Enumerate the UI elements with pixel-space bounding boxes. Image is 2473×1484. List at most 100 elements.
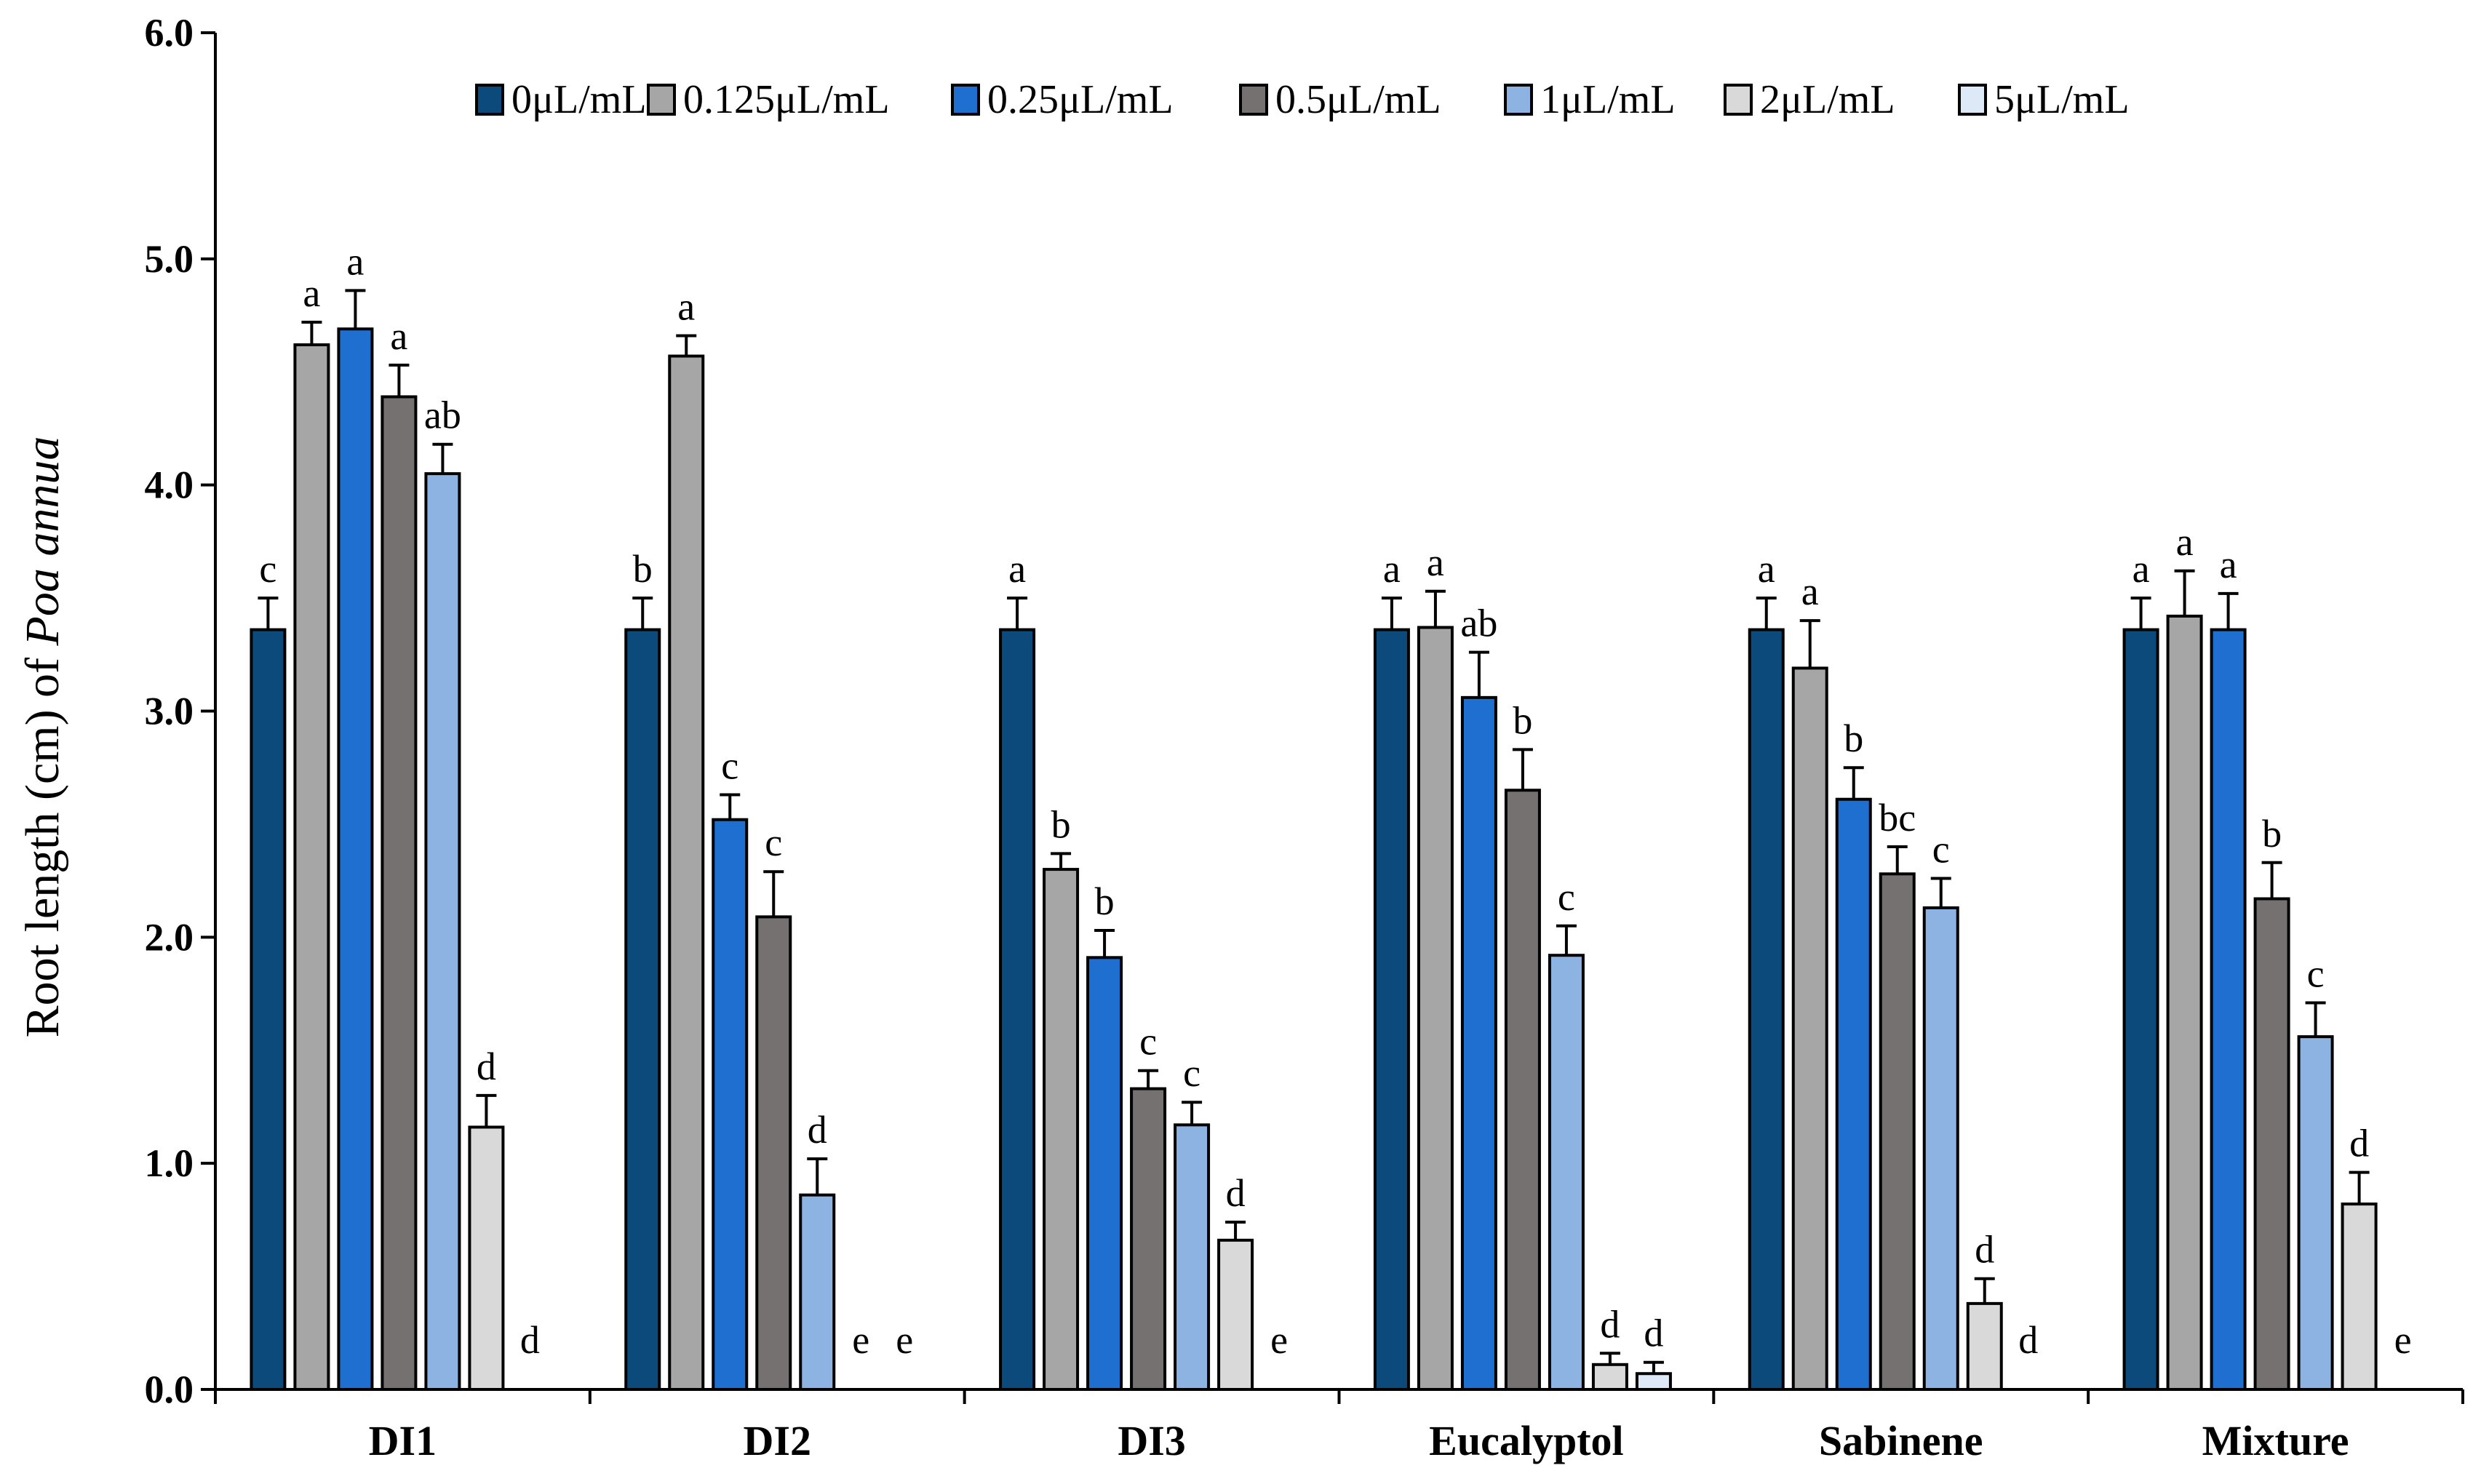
bar — [668, 354, 705, 1391]
legend-swatch — [1724, 84, 1753, 116]
x-category-label: DI2 — [744, 1417, 811, 1464]
legend-label: 5μL/mL — [1994, 77, 2130, 122]
significance-letter: c — [259, 547, 276, 591]
y-tick-label: 5.0 — [145, 237, 194, 281]
bar — [1922, 906, 1959, 1392]
significance-letter: d — [1975, 1228, 1994, 1272]
legend-swatch — [1504, 84, 1533, 116]
significance-letter: b — [1844, 717, 1863, 760]
bar — [250, 628, 287, 1391]
legend-label: 1μL/mL — [1540, 77, 1676, 122]
significance-letter: c — [2307, 952, 2325, 995]
legend-swatch — [647, 84, 676, 116]
significance-letter: a — [1758, 547, 1775, 591]
legend-label: 0.5μL/mL — [1275, 77, 1441, 122]
significance-letter: c — [1183, 1051, 1200, 1095]
significance-letter: d — [808, 1108, 827, 1152]
significance-letter: d — [2018, 1318, 2038, 1362]
significance-letter: e — [852, 1318, 869, 1362]
bar — [1460, 695, 1497, 1391]
bar — [1174, 1123, 1211, 1391]
significance-letter: a — [1383, 547, 1401, 591]
significance-letter: e — [2394, 1318, 2412, 1362]
bar — [2122, 628, 2159, 1391]
significance-letter: b — [1513, 698, 1532, 742]
bar — [1217, 1238, 1254, 1391]
significance-letter: bc — [1879, 796, 1916, 839]
legend-swatch — [951, 84, 980, 116]
significance-letter: d — [1226, 1171, 1246, 1215]
legend: 0μL/mL 0.125μL/mL 0.25μL/mL 0.5μL/mL 1μL/mL 2… — [475, 77, 2130, 122]
significance-letter: a — [677, 285, 695, 329]
bar — [1043, 868, 1080, 1392]
significance-letter: a — [303, 271, 320, 315]
legend-swatch — [1239, 84, 1268, 116]
y-axis-title-prefix: Root length (cm) of — [16, 645, 69, 1037]
bar — [1130, 1087, 1167, 1391]
bar — [755, 915, 792, 1391]
significance-letter: d — [477, 1045, 496, 1088]
y-axis-title-species: Poa annua — [16, 436, 69, 647]
bar — [1373, 628, 1410, 1391]
significance-letter: d — [1644, 1312, 1663, 1355]
bar — [1791, 666, 1828, 1391]
bar — [337, 327, 374, 1392]
significance-letter: ab — [1460, 602, 1497, 645]
legend-label: 0.125μL/mL — [683, 77, 890, 122]
bar — [2210, 628, 2247, 1391]
bar — [2341, 1202, 2378, 1392]
significance-letter: e — [896, 1318, 913, 1362]
y-tick-label: 1.0 — [145, 1141, 194, 1185]
legend-swatch — [1958, 84, 1987, 116]
legend-swatch — [475, 84, 504, 116]
significance-letter: c — [721, 744, 738, 788]
significance-letter: c — [1932, 828, 1950, 871]
significance-letter: d — [2349, 1122, 2369, 1165]
bar — [2253, 897, 2290, 1392]
significance-letter: a — [2132, 547, 2150, 591]
x-category-label: DI1 — [369, 1417, 437, 1464]
bar — [1548, 954, 1585, 1391]
bar — [1635, 1372, 1672, 1392]
significance-letter: e — [1270, 1318, 1288, 1362]
bar — [424, 472, 461, 1391]
bar — [293, 343, 330, 1392]
significance-letter: b — [2262, 812, 2282, 855]
legend-label: 0μL/mL — [511, 77, 647, 122]
bar — [799, 1193, 836, 1392]
bar — [1504, 789, 1541, 1391]
x-category-label: Mixture — [2202, 1417, 2349, 1464]
significance-letter: d — [1600, 1302, 1620, 1346]
bar — [1086, 956, 1123, 1391]
y-tick-label: 3.0 — [145, 690, 194, 733]
significance-letter: a — [2220, 543, 2237, 586]
bar — [712, 818, 749, 1391]
y-tick-label: 4.0 — [145, 463, 194, 507]
legend-label: 0.25μL/mL — [987, 77, 1174, 122]
bar — [1835, 797, 1872, 1391]
significance-letter: a — [2176, 520, 2194, 564]
bar — [1748, 628, 1785, 1391]
significance-letter: a — [390, 314, 407, 358]
bar — [1879, 872, 1916, 1392]
bar — [468, 1125, 505, 1392]
bar — [1966, 1301, 2003, 1391]
significance-letter: a — [1801, 570, 1819, 613]
y-tick-label: 0.0 — [145, 1368, 194, 1411]
bar — [2297, 1035, 2334, 1391]
significance-letter: b — [1051, 802, 1071, 846]
bar — [2166, 614, 2203, 1392]
axes-group: 0.0 1.0 2.0 3.0 4.0 5.0 6.0 DI1 DI2 DI3 Eucalyptol… — [145, 11, 2464, 1464]
bar — [1417, 626, 1454, 1391]
y-axis-title: Root length (cm) of Poa annua — [16, 436, 69, 1038]
x-category-label: Sabinene — [1819, 1417, 1983, 1464]
significance-letter: c — [1139, 1020, 1157, 1064]
bar — [624, 628, 661, 1391]
significance-letter: a — [346, 239, 364, 283]
bar — [999, 628, 1036, 1391]
significance-letter: c — [765, 821, 782, 864]
bar — [1591, 1363, 1628, 1392]
y-tick-label: 2.0 — [145, 915, 194, 959]
